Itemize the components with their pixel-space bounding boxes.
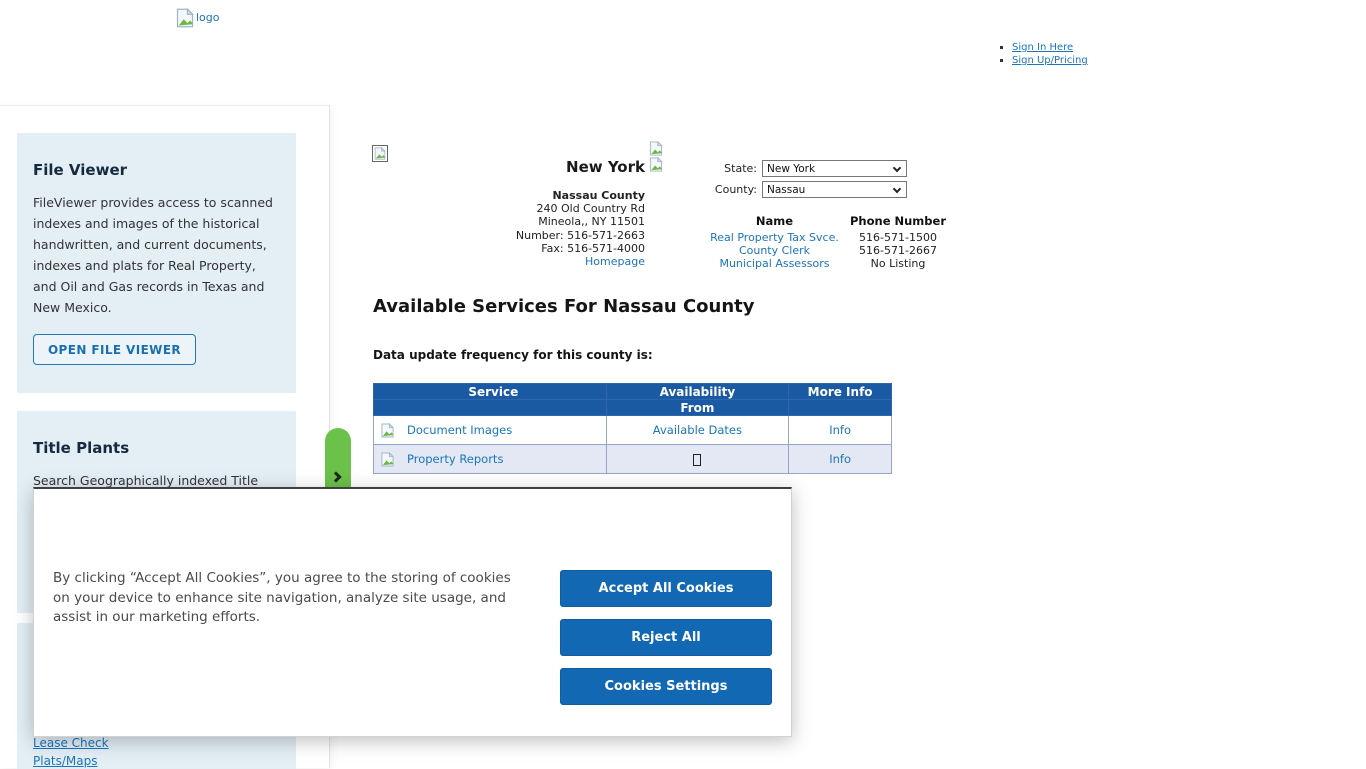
state-title: New York [566,158,645,176]
address-line: Mineola,, NY 11501 [538,215,645,229]
services-table: Service Availability More Info From Docu… [373,383,892,474]
broken-image-icon [381,451,395,467]
info-link[interactable]: Info [829,452,851,466]
phone-value: 516-571-1500 [859,231,937,244]
county-fax: Fax: 516-571-4000 [541,241,645,255]
nav-sign-in[interactable]: Sign In Here [1000,42,1088,53]
open-file-viewer-button[interactable]: OPEN FILE VIEWER [33,334,196,365]
available-services-heading: Available Services For Nassau County [373,296,755,317]
county-select-value: Nassau [767,183,806,196]
county-select-label: County: [714,183,757,196]
top-navigation: Sign In Here Sign Up/Pricing [1000,42,1088,68]
chevron-down-icon [892,163,902,173]
state-title-images [649,140,665,173]
plats-maps-link[interactable]: Plats/Maps [33,754,98,768]
file-viewer-description: FileViewer provides access to scanned in… [33,195,273,315]
logo-alt-text: logo [196,11,220,24]
state-select-value: New York [767,162,816,175]
county-clerk-link[interactable]: County Clerk [738,244,811,257]
real-property-tax-link[interactable]: Real Property Tax Svce. [710,231,839,244]
info-link[interactable]: Info [829,423,851,437]
site-logo[interactable]: logo [176,7,220,28]
municipal-assessors-link[interactable]: Municipal Assessors [719,257,830,270]
chevron-right-icon [330,471,342,483]
county-phone: Number: 516-571-2663 [515,228,645,242]
accept-all-cookies-button[interactable]: Accept All Cookies [560,570,772,607]
phone-value: 516-571-2667 [859,244,937,257]
sign-in-link[interactable]: Sign In Here [1012,42,1074,53]
nav-sign-up[interactable]: Sign Up/Pricing [1000,55,1088,66]
reject-all-button[interactable]: Reject All [560,619,772,656]
county-name: Nassau County [552,189,645,202]
name-column-header: Name [755,214,794,228]
availability-from-header: From [605,399,790,416]
file-viewer-title: File Viewer [33,161,128,179]
title-plants-title: Title Plants [33,439,130,457]
broken-image-icon [381,422,395,438]
cookie-consent-dialog: By clicking “Accept All Cookies”, you ag… [33,487,792,737]
feedback-slide-tab[interactable] [325,428,351,487]
available-dates-link[interactable]: Available Dates [652,423,742,437]
county-address-block: Nassau County 240 Old Country Rd Mineola… [373,189,645,268]
sign-up-link[interactable]: Sign Up/Pricing [1012,55,1088,66]
broken-image-icon [176,7,195,28]
update-frequency-label: Data update frequency for this county is… [373,348,653,362]
more-info-column-header: More Info [788,383,892,400]
address-line: 240 Old Country Rd [536,202,645,216]
state-select[interactable]: New York [762,160,907,177]
empty-header-cell [788,399,892,416]
bullet-icon [1000,59,1003,62]
table-header-row: From [373,399,892,416]
contacts-phone-column: Phone Number 516-571-1500 516-571-2667 N… [845,214,951,270]
file-viewer-card: File Viewer FileViewer provides access t… [17,133,296,393]
table-row: Document Images Available Dates Info [373,415,892,445]
empty-header-cell [373,399,607,416]
broken-image-icon [372,145,388,162]
contacts-name-column: Name Real Property Tax Svce. County Cler… [709,214,840,270]
missing-glyph-box [693,453,702,466]
document-images-link[interactable]: Document Images [407,423,513,437]
county-select[interactable]: Nassau [762,181,907,198]
lease-check-link[interactable]: Lease Check [33,736,109,750]
bullet-icon [1000,46,1003,49]
phone-value: No Listing [870,257,926,270]
phone-column-header: Phone Number [849,214,946,228]
table-row: Property Reports Info [373,444,892,474]
cookie-message: By clicking “Accept All Cookies”, you ag… [53,570,511,625]
title-plants-description: Search Geographically indexed Title [33,473,259,488]
state-select-label: State: [724,162,757,175]
property-reports-link[interactable]: Property Reports [407,452,504,466]
table-header-row: Service Availability More Info [373,383,892,400]
cookies-settings-button[interactable]: Cookies Settings [560,668,772,705]
chevron-down-icon [892,184,902,194]
broken-image-icon [649,156,665,172]
homepage-link[interactable]: Homepage [585,255,645,269]
service-column-header: Service [373,383,607,400]
broken-image-icon [649,140,665,156]
availability-column-header: Availability [605,383,790,400]
